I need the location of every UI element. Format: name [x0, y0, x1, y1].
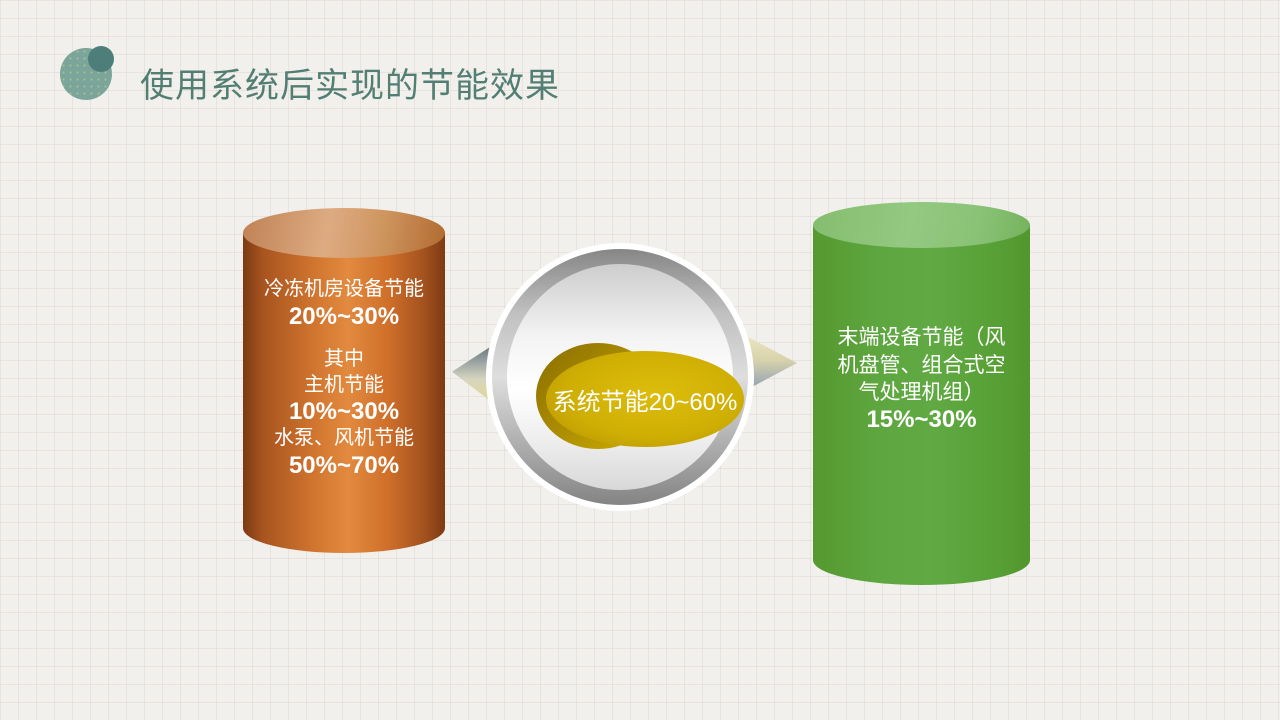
left-cylinder-top-face	[243, 208, 445, 258]
page-title: 使用系统后实现的节能效果	[140, 67, 560, 105]
right-line-3: 气处理机组）	[858, 381, 985, 404]
right-cylinder-top-face	[813, 202, 1030, 248]
right-cylinder-terminal-equipment: 末端设备节能（风 机盘管、组合式空 气处理机组） 15%~30%	[813, 202, 1030, 585]
gold-ellipse-front: 系统节能20~60%	[546, 351, 744, 447]
left-line-total-range: 20%~30%	[288, 303, 400, 330]
right-cylinder-text: 末端设备节能（风 机盘管、组合式空 气处理机组） 15%~30%	[813, 324, 1030, 434]
left-line-spacer	[243, 332, 445, 346]
left-line-pump-label: 水泵、风机节能	[274, 427, 414, 449]
left-line-heading: 冷冻机房设备节能	[264, 278, 424, 300]
sphere-face: 系统节能20~60%	[507, 264, 744, 490]
sphere-metal-ring: 系统节能20~60%	[492, 249, 748, 505]
left-line-host-range: 10%~30%	[288, 398, 400, 425]
title-decoration-circle-small	[88, 46, 114, 72]
left-cylinder-text: 冷冻机房设备节能 20%~30% 其中 主机节能 10%~30% 水泵、风机节能…	[243, 276, 445, 480]
center-sphere: 系统节能20~60%	[486, 243, 754, 511]
left-cylinder-body	[243, 233, 445, 553]
left-line-pump-range: 50%~70%	[288, 452, 400, 479]
left-line-host-label: 主机节能	[304, 374, 384, 396]
left-line-among: 其中	[324, 348, 364, 370]
right-line-range: 15%~30%	[866, 406, 977, 433]
left-cylinder-chiller-plant: 冷冻机房设备节能 20%~30% 其中 主机节能 10%~30% 水泵、风机节能…	[243, 208, 445, 553]
system-saving-label: 系统节能20~60%	[552, 388, 738, 416]
right-line-2: 机盘管、组合式空	[837, 354, 1006, 377]
right-line-1: 末端设备节能（风	[837, 326, 1006, 349]
right-cylinder-body	[813, 225, 1030, 585]
